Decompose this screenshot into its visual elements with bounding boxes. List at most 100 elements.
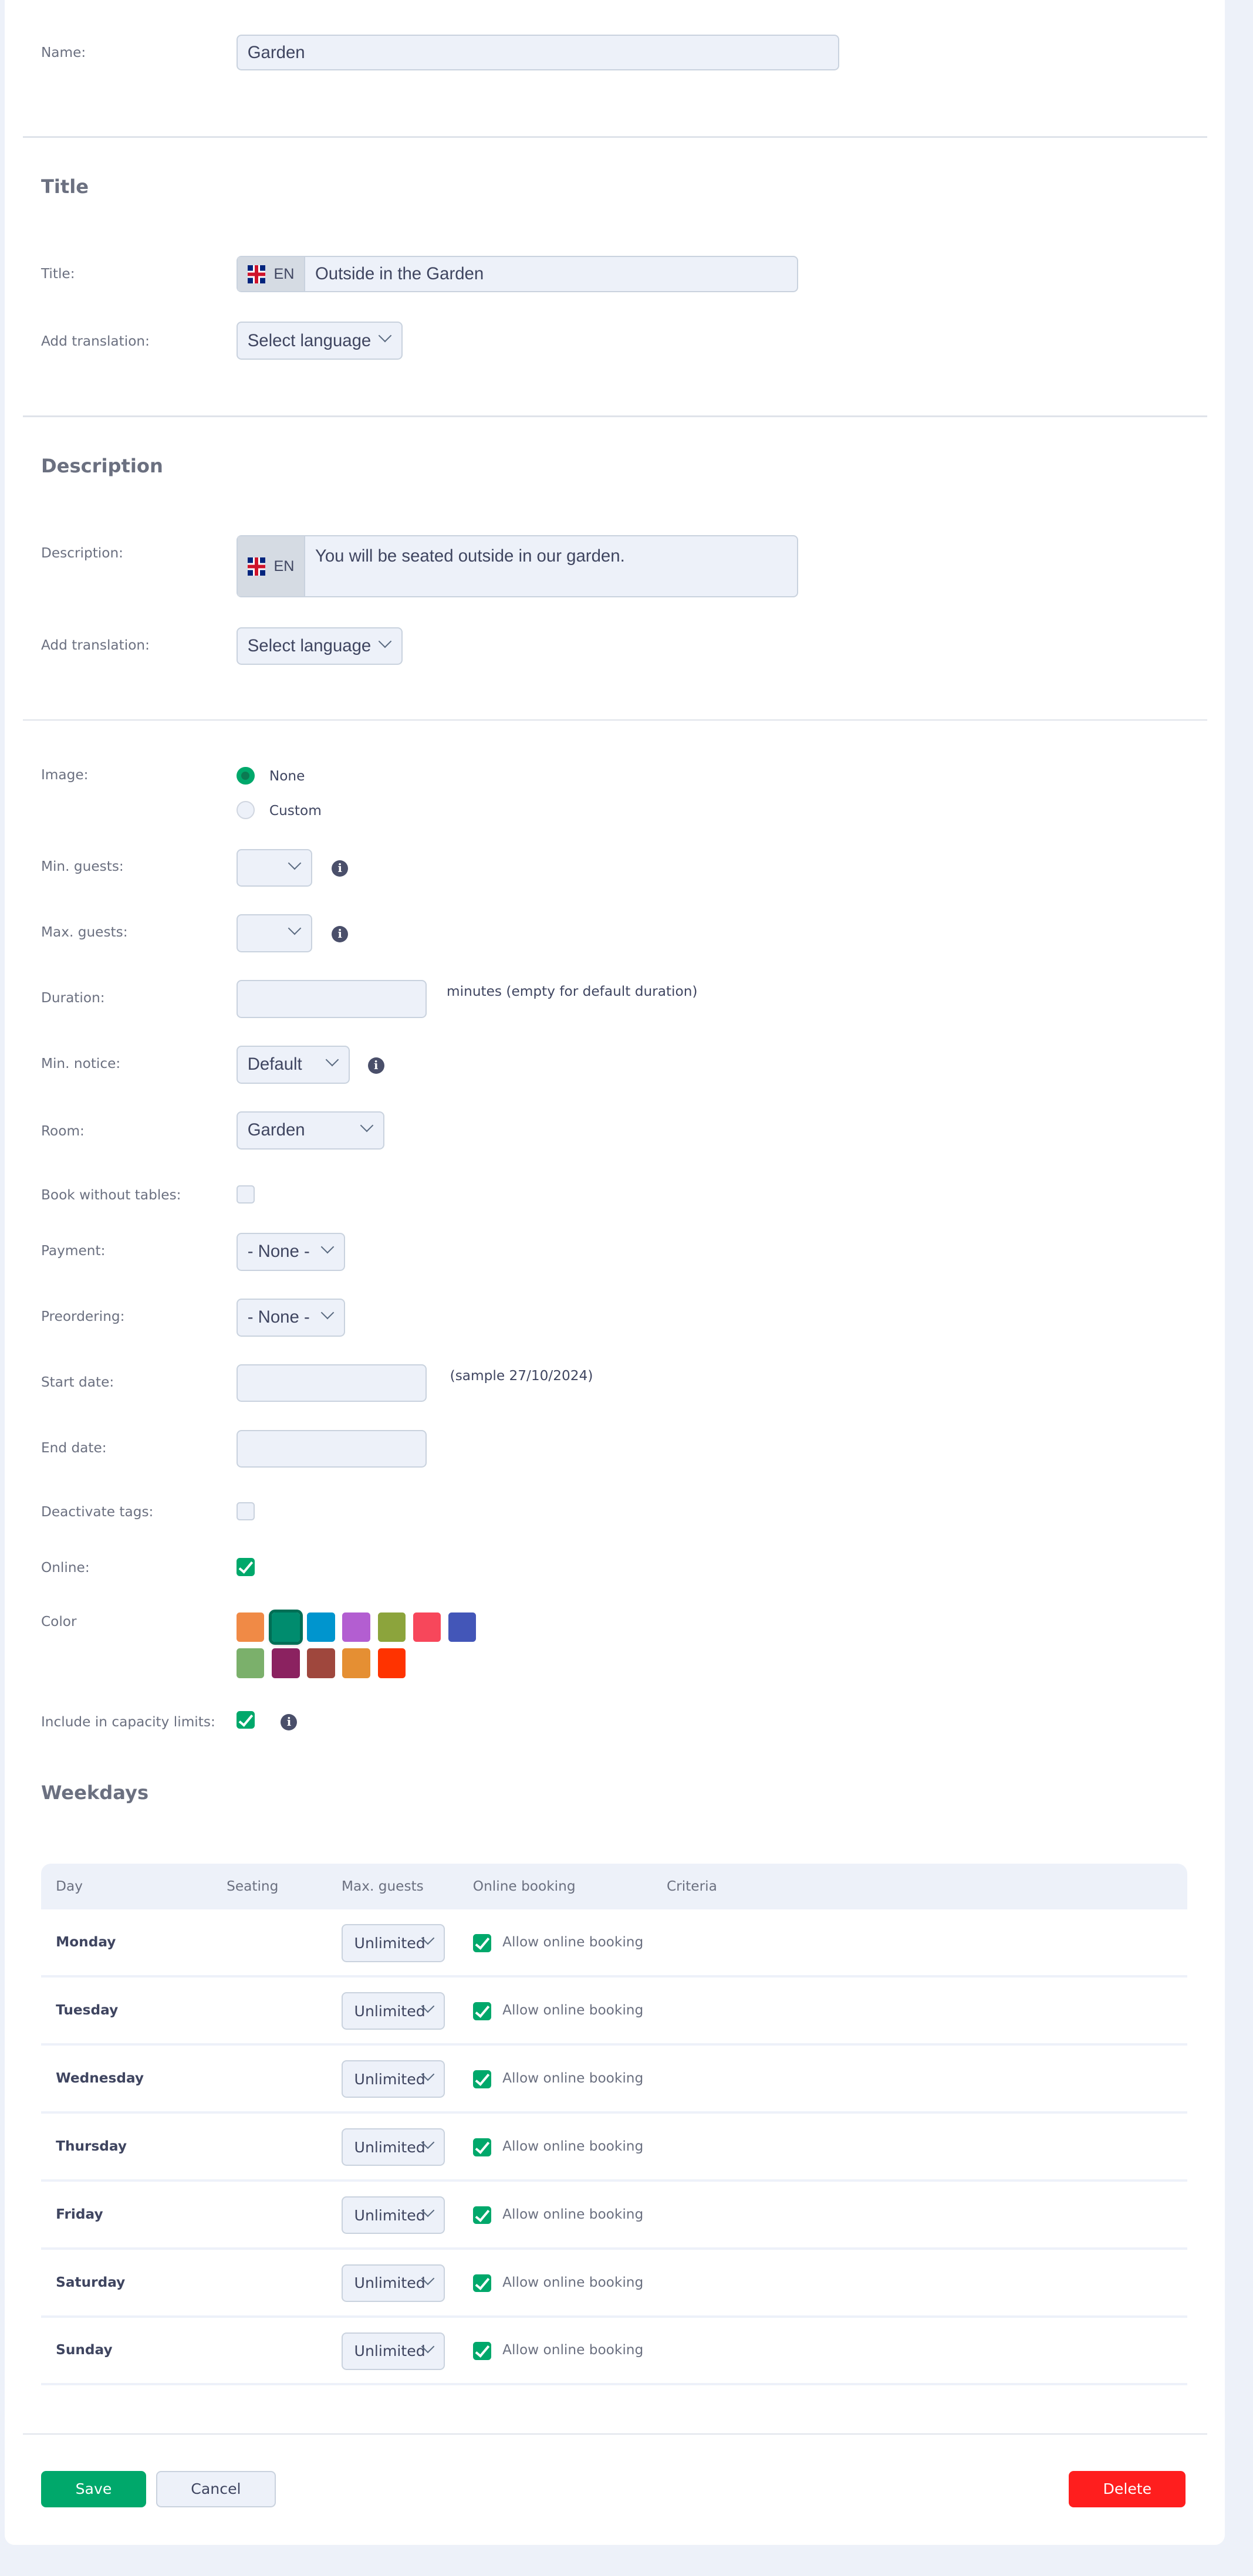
online-booking-label: Allow online booking — [502, 2274, 644, 2290]
end-date-input[interactable] — [236, 1430, 427, 1468]
max-guests-select[interactable]: Unlimited — [341, 2196, 445, 2234]
room-select[interactable]: Garden — [236, 1111, 384, 1150]
online-booking-checkbox[interactable] — [472, 2274, 491, 2293]
select-value: Select language — [247, 636, 371, 655]
color-swatch[interactable] — [413, 1612, 441, 1642]
color-swatch[interactable] — [236, 1612, 265, 1642]
chevron-down-icon — [423, 2138, 433, 2147]
table-row: Sunday Unlimited Allow online booking — [40, 2318, 1187, 2386]
color-swatch[interactable] — [377, 1612, 406, 1642]
color-swatch[interactable] — [342, 1612, 370, 1642]
select-value: Unlimited — [354, 2342, 425, 2360]
online-booking-checkbox[interactable] — [472, 2070, 491, 2088]
image-none-radio[interactable] — [236, 766, 255, 785]
title-language-select[interactable]: Select language — [236, 322, 403, 360]
max-guests-select[interactable]: Unlimited — [341, 2332, 445, 2371]
online-booking-label: Allow online booking — [502, 2206, 644, 2222]
book-without-tables-label: Book without tables: — [40, 1186, 181, 1203]
info-icon[interactable]: i — [281, 1714, 298, 1731]
description-label: Description: — [40, 545, 123, 561]
select-value: Garden — [247, 1120, 305, 1140]
day-name: Monday — [56, 1934, 116, 1950]
chevron-down-icon — [362, 1121, 371, 1130]
chevron-down-icon — [423, 2274, 433, 2283]
language-code: EN — [273, 265, 295, 282]
image-label: Image: — [40, 766, 89, 783]
delete-button[interactable]: Delete — [1069, 2470, 1186, 2507]
name-input[interactable]: Garden — [236, 34, 839, 71]
color-swatch[interactable] — [236, 1648, 265, 1678]
chevron-down-icon — [380, 637, 390, 646]
max-guests-select[interactable]: Unlimited — [341, 2128, 445, 2166]
preordering-label: Preordering: — [40, 1309, 125, 1324]
select-value: - None - — [247, 1242, 310, 1262]
color-swatch[interactable] — [448, 1612, 477, 1642]
max-guests-select[interactable]: Unlimited — [341, 2264, 445, 2303]
info-icon[interactable]: i — [332, 926, 349, 943]
day-name: Friday — [56, 2206, 103, 2222]
start-date-hint: (sample 27/10/2024) — [450, 1367, 593, 1384]
color-swatch[interactable] — [269, 1609, 303, 1645]
uk-flag-icon — [247, 265, 266, 283]
select-value: Unlimited — [354, 2070, 425, 2088]
table-row: Wednesday Unlimited Allow online booking — [40, 2046, 1187, 2114]
divider — [23, 415, 1207, 417]
duration-label: Duration: — [40, 990, 105, 1006]
color-swatch[interactable] — [272, 1648, 300, 1678]
capacity-checkbox[interactable] — [236, 1710, 255, 1729]
save-button[interactable]: Save — [40, 2470, 146, 2507]
online-booking-checkbox[interactable] — [472, 2002, 491, 2020]
table-row: Saturday Unlimited Allow online booking — [40, 2250, 1187, 2318]
chevron-down-icon — [423, 2206, 433, 2215]
color-swatch[interactable] — [307, 1612, 335, 1642]
color-swatch[interactable] — [342, 1648, 370, 1678]
max-guests-select[interactable]: Unlimited — [341, 2060, 445, 2098]
image-custom-label: Custom — [269, 803, 322, 819]
title-input[interactable]: EN Outside in the Garden — [236, 256, 798, 293]
online-booking-checkbox[interactable] — [472, 2206, 491, 2225]
divider — [23, 719, 1207, 721]
deactivate-tags-label: Deactivate tags: — [40, 1503, 154, 1520]
online-booking-checkbox[interactable] — [472, 2342, 491, 2361]
online-checkbox[interactable] — [236, 1558, 255, 1577]
start-date-input[interactable] — [236, 1364, 427, 1402]
max-guests-label: Max. guests: — [40, 924, 128, 941]
max-guests-select[interactable]: Unlimited — [341, 1924, 445, 1962]
deactivate-tags-checkbox[interactable] — [236, 1502, 255, 1520]
preordering-select[interactable]: - None - — [236, 1299, 345, 1337]
chevron-down-icon — [327, 1055, 337, 1064]
chevron-down-icon — [423, 2002, 433, 2011]
title-value: Outside in the Garden — [315, 264, 484, 284]
color-swatch[interactable] — [377, 1648, 406, 1678]
info-icon[interactable]: i — [367, 1057, 384, 1074]
title-heading: Title — [40, 175, 89, 198]
online-booking-label: Allow online booking — [502, 1934, 644, 1950]
description-textarea[interactable]: EN You will be seated outside in our gar… — [236, 535, 798, 598]
payment-select[interactable]: - None - — [236, 1233, 345, 1271]
online-label: Online: — [40, 1560, 90, 1576]
chevron-down-icon — [423, 1933, 433, 1943]
min-guests-select[interactable] — [236, 848, 312, 887]
cancel-button[interactable]: Cancel — [156, 2470, 276, 2507]
image-custom-radio[interactable] — [236, 801, 255, 820]
max-guests-select[interactable]: Unlimited — [341, 1992, 445, 2030]
table-header: Day Seating Max. guests Online booking C… — [40, 1863, 1187, 1910]
description-language-select[interactable]: Select language — [236, 627, 403, 665]
max-guests-select[interactable] — [236, 914, 312, 952]
select-value: - None - — [247, 1307, 310, 1327]
start-date-label: Start date: — [40, 1374, 114, 1390]
duration-input[interactable] — [236, 980, 427, 1018]
chevron-down-icon — [380, 331, 390, 340]
color-swatch[interactable] — [307, 1648, 335, 1678]
weekdays-table: Day Seating Max. guests Online booking C… — [40, 1863, 1187, 2386]
select-value: Select language — [247, 330, 371, 350]
book-without-tables-checkbox[interactable] — [236, 1185, 255, 1204]
online-booking-checkbox[interactable] — [472, 2138, 491, 2156]
online-booking-checkbox[interactable] — [472, 1934, 491, 1952]
info-icon[interactable]: i — [332, 860, 349, 877]
chevron-down-icon — [290, 858, 299, 868]
select-value: Unlimited — [354, 2138, 425, 2156]
capacity-label: Include in capacity limits: — [40, 1714, 215, 1730]
select-value: Unlimited — [354, 2206, 425, 2224]
min-notice-select[interactable]: Default — [236, 1046, 350, 1084]
